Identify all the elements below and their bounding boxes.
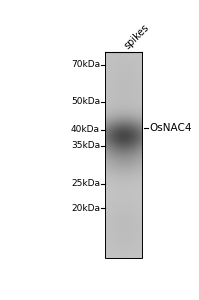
Text: 70kDa: 70kDa [71, 60, 100, 69]
Text: spikes: spikes [122, 22, 151, 51]
Text: 50kDa: 50kDa [71, 97, 100, 106]
Text: 40kDa: 40kDa [71, 125, 100, 134]
Text: 20kDa: 20kDa [71, 204, 100, 213]
Text: 25kDa: 25kDa [71, 179, 100, 188]
Text: 35kDa: 35kDa [71, 141, 100, 150]
Bar [105, 52, 142, 258]
Text: OsNAC4: OsNAC4 [149, 123, 191, 134]
